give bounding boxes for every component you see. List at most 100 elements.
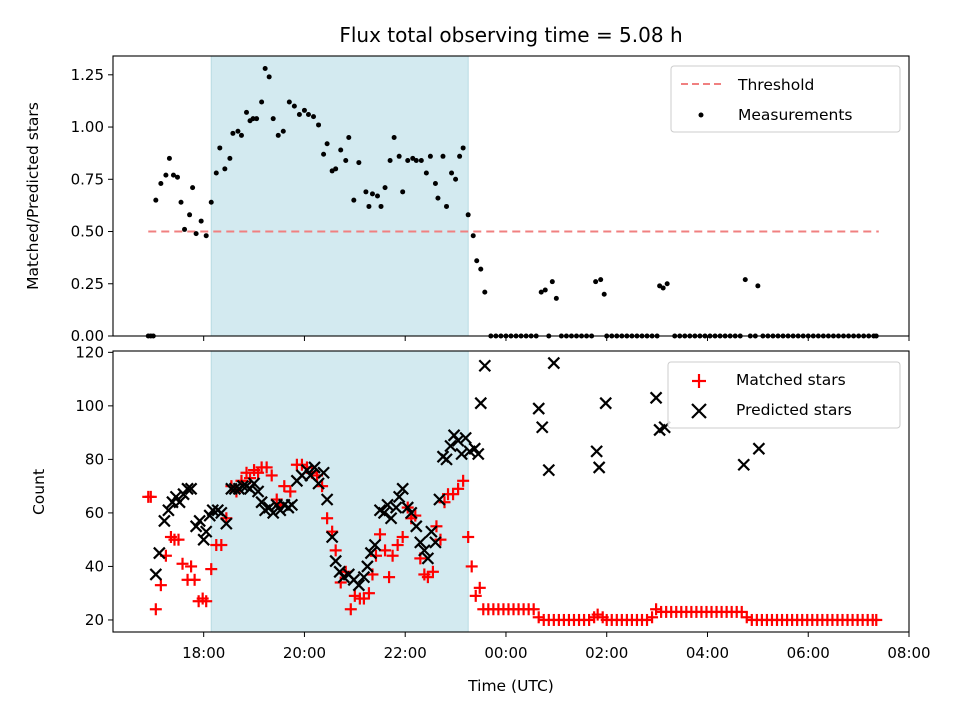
y-tick-label: 20 [85,611,104,629]
predicted-stars-point [236,479,250,493]
measurement-point [346,134,352,140]
predicted-stars-point [592,461,606,474]
predicted-stars-point [532,402,545,415]
measurement-point [374,193,380,199]
matched-stars-point [344,603,357,616]
measurement-point [538,289,544,295]
predicted-stars-point [220,517,233,530]
predicted-stars-point [368,538,382,552]
y-tick-label: 0.00 [71,327,104,345]
predicted-stars-point [247,477,261,490]
top-y-axis: 0.00 0.25 0.50 0.75 1.00 1.25 [71,66,113,345]
predicted-stars-point [389,501,403,514]
matched-stars-point [527,603,540,616]
predicted-stars-point [421,552,435,565]
measurement-point [198,218,204,224]
matched-stars-point [379,544,392,557]
measurement-point [203,233,209,239]
predicted-stars-point [451,434,465,447]
predicted-stars-point [206,503,220,517]
measurement-point [238,132,244,138]
measurement-point [338,147,344,153]
measurement-point [400,189,406,195]
top-legend-box [670,65,901,133]
measurement-point [432,180,438,186]
measurement-point [324,141,330,147]
measurement-point [660,285,666,291]
predicted-stars-point [317,466,330,480]
measurement-point [227,155,233,161]
matched-stars-point [646,611,659,624]
matched-stars-point [870,613,883,626]
predicted-stars-point [149,568,163,581]
predicted-stars-point [153,546,166,560]
bottom-legend: Matched stars Predicted stars [667,361,901,429]
predicted-stars-point [590,445,603,458]
predicted-stars-point [162,503,175,517]
measurement-point [305,112,311,118]
bottom-shaded-region [210,350,469,633]
predicted-stars-point [329,554,342,568]
bottom-y-axis: 20 40 60 80 100 120 [75,343,113,629]
matched-stars-point [473,581,486,594]
matched-stars-point [334,576,347,589]
predicted-stars-point [478,359,492,372]
matched-stars-point [438,496,451,509]
top-panel-title: Flux total observing time = 5.08 h [339,23,682,47]
predicted-stars-point [414,536,427,549]
matched-stars-point [426,565,439,578]
legend-measurements-label: Measurements [738,106,853,124]
y-tick-label: 120 [75,343,104,361]
top-shaded-region [210,55,469,337]
measurement-point [259,99,265,105]
predicted-stars-point [173,495,186,509]
y-tick-label: 100 [75,397,104,415]
matched-stars-point [185,560,198,573]
predicted-stars-point [599,396,612,410]
x-tick-label: 22:00 [384,644,427,662]
measurement-point [286,99,292,105]
bottom-series [142,356,883,626]
predicted-stars-point [228,482,242,496]
measurement-point [356,160,362,166]
measurement-point [742,277,748,283]
matched-stars-point [386,549,399,562]
predicted-stars-point [266,506,280,520]
matched-stars-point [260,461,273,474]
matched-stars-point [396,530,409,543]
measurement-point [470,233,476,239]
predicted-stars-point [535,420,549,434]
measurement-point [187,212,193,218]
measurement-point [444,203,450,209]
predicted-stars-point [471,447,485,461]
predicted-stars-point [158,514,171,528]
measurement-point [369,191,375,197]
measurement-point [418,157,424,163]
measurement-point [366,203,372,209]
measurement-point [166,155,172,161]
measurement-point [601,291,607,297]
measurement-point [478,266,484,272]
predicted-stars-point [384,511,398,525]
measurement-point [182,226,188,232]
matched-stars-point [383,571,396,584]
predicted-stars-point [392,490,406,504]
measurement-point [474,258,480,264]
predicted-stars-point [357,570,371,584]
legend-matched-swatch [692,374,706,388]
x-tick-label: 18:00 [182,644,225,662]
matched-stars-point [362,587,375,600]
matched-stars-point [434,533,447,546]
measurement-point [213,170,219,176]
predicted-stars-point [752,442,766,455]
matched-stars-point [465,560,478,573]
measurement-point [593,279,599,285]
y-tick-label: 0.25 [71,275,104,293]
predicted-stars-point [251,485,265,498]
predicted-stars-point [410,520,423,533]
predicted-stars-point [199,525,213,538]
measurement-point [158,180,164,186]
predicted-stars-point [255,495,268,509]
predicted-stars-point [308,461,321,474]
